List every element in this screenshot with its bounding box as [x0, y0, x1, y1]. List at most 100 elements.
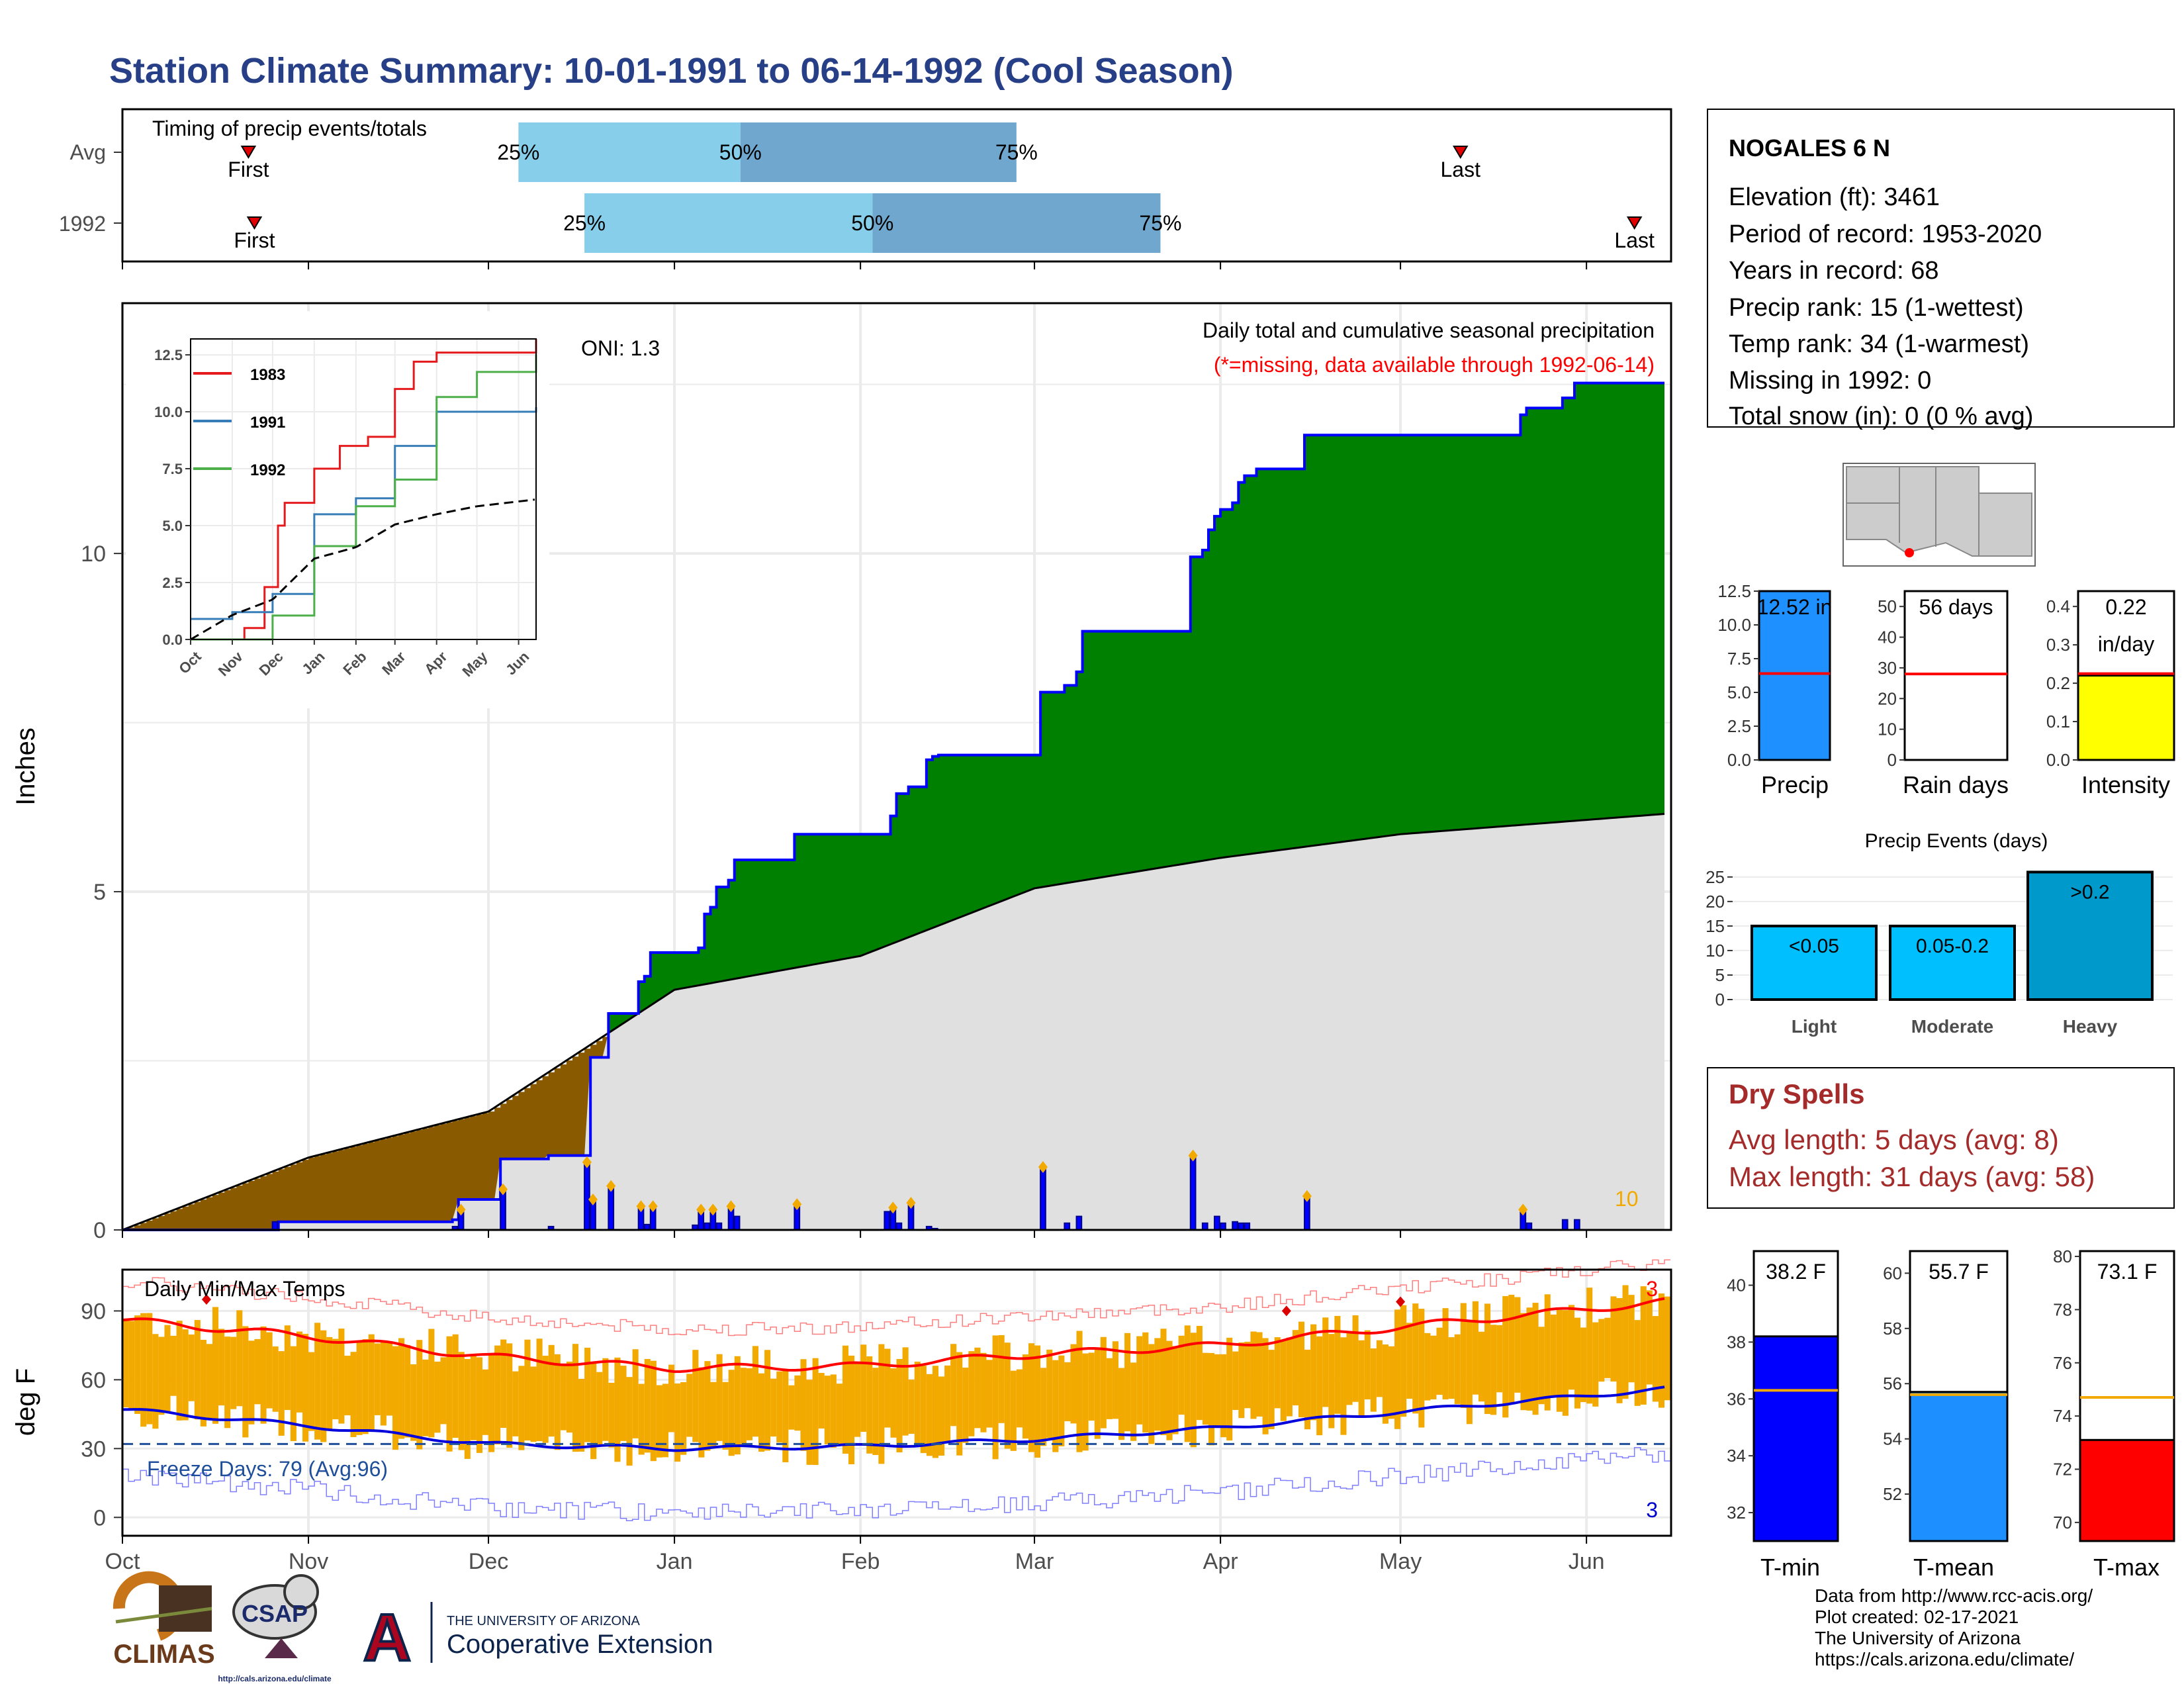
- temp-bar-ytick-label: 54: [1883, 1429, 1902, 1449]
- season-value-label: 56 days: [1919, 595, 1993, 619]
- temp-bar-ytick-label: 74: [2053, 1406, 2072, 1426]
- month-label: Nov: [289, 1549, 328, 1574]
- season-ytick-label: 7.5: [1727, 649, 1751, 669]
- dry-spells-title: Dry Spells: [1729, 1078, 1864, 1109]
- daily-precip-bar: [1040, 1166, 1046, 1231]
- daily-temp-bar: [1622, 1285, 1629, 1399]
- daily-temp-bar: [1652, 1316, 1659, 1402]
- daily-temp-bar: [1022, 1354, 1028, 1439]
- daily-temp-bar: [1052, 1360, 1059, 1452]
- daily-precip-bar: [608, 1185, 615, 1231]
- temp-bar-ytick-label: 58: [1883, 1319, 1902, 1338]
- tmean-bar-label: T-mean: [1913, 1554, 1994, 1581]
- daily-temp-bar: [698, 1367, 705, 1458]
- daily-temp-bar: [1298, 1321, 1305, 1418]
- daily-temp-bar: [464, 1358, 471, 1459]
- daily-precip-marker: [792, 1198, 802, 1211]
- footer-line: https://cals.arizona.edu/climate/: [1815, 1649, 2074, 1669]
- station-line: Missing in 1992: 0: [1729, 367, 1931, 395]
- month-label: May: [1379, 1549, 1422, 1574]
- season-value-bar: [1758, 590, 1831, 761]
- daily-temp-bar: [578, 1378, 585, 1452]
- main-precip-panel: 0 5 10 Inches ONI: 1.3 Daily total and cum…: [11, 302, 1672, 1243]
- daily-temp-bar: [746, 1368, 752, 1440]
- daily-temp-bar: [542, 1356, 549, 1443]
- daily-temp-bar: [1370, 1348, 1377, 1412]
- daily-precip-bar: [895, 1222, 903, 1231]
- dry-spells-max: Max length: 31 days (avg: 58): [1729, 1161, 2095, 1192]
- daily-temp-bar: [788, 1385, 795, 1430]
- temp-value-bar: [2079, 1438, 2175, 1542]
- daily-temp-bar: [1538, 1327, 1545, 1405]
- daily-temp-bar: [704, 1361, 711, 1451]
- month-label: Apr: [1203, 1549, 1238, 1574]
- temp-bar-ytick-label: 56: [1883, 1374, 1902, 1393]
- daily-temp-bar: [1334, 1315, 1341, 1414]
- daily-temp-bar: [1430, 1335, 1437, 1399]
- daily-temp-bar: [608, 1382, 615, 1448]
- daily-temp-bar: [662, 1383, 669, 1458]
- daily-temp-bar: [128, 1321, 135, 1410]
- daily-temp-bar: [1364, 1330, 1371, 1399]
- station-info: NOGALES 6 N Elevation (ft): 3461 Period …: [1707, 109, 2175, 430]
- daily-temp-bar: [1520, 1313, 1527, 1411]
- daily-temp-bar: [1388, 1346, 1395, 1419]
- daily-temp-bar: [560, 1364, 567, 1430]
- timing-p75-label: 75%: [995, 140, 1038, 164]
- daily-temp-bar: [548, 1344, 555, 1437]
- daily-temp-bar: [428, 1329, 435, 1438]
- daily-temp-bar: [620, 1366, 627, 1441]
- temp-value-bar: [1909, 1391, 2009, 1542]
- daily-temp-bar: [770, 1378, 777, 1437]
- daily-temp-bar: [734, 1356, 741, 1455]
- temp-bar-ytick-label: 72: [2053, 1460, 2072, 1479]
- daily-temp-bar: [524, 1339, 531, 1441]
- daily-temp-bar: [1628, 1295, 1635, 1383]
- daily-temp-bar: [1484, 1303, 1491, 1415]
- main-ytick-label: 5: [93, 880, 106, 905]
- events-ytick-label: 5: [1715, 965, 1725, 985]
- daily-temp-bar: [1316, 1336, 1323, 1436]
- daily-temp-bar: [260, 1326, 267, 1424]
- daily-temp-bar: [1238, 1342, 1245, 1419]
- temp-value-label: 55.7 F: [1929, 1260, 1989, 1284]
- daily-temp-bar: [488, 1353, 495, 1452]
- daily-temp-bar: [1124, 1333, 1131, 1432]
- daily-precip-marker: [1302, 1190, 1312, 1202]
- daily-precip-marker: [888, 1201, 898, 1214]
- ua-name: THE UNIVERSITY OF ARIZONA: [447, 1614, 641, 1628]
- events-ytick-label: 10: [1706, 941, 1725, 961]
- daily-temp-bar: [776, 1371, 783, 1443]
- daily-temp-bar: [374, 1343, 381, 1415]
- main-ytick-label: 0: [93, 1218, 106, 1243]
- daily-temp-bar: [920, 1366, 927, 1454]
- csap-logo: CSAP http://cals.arizona.edu/climate: [218, 1574, 332, 1683]
- daily-temp-bar: [1178, 1335, 1185, 1415]
- timing-first-marker: [240, 146, 257, 159]
- event-category-label: Heavy: [2063, 1016, 2118, 1037]
- daily-temp-bar: [1070, 1344, 1077, 1424]
- daily-temp-bar: [164, 1325, 171, 1412]
- page-title: Station Climate Summary: 10-01-1991 to 0…: [109, 51, 1234, 91]
- daily-temp-bar: [860, 1344, 867, 1432]
- daily-temp-bar: [692, 1350, 699, 1442]
- above-average-area: [608, 383, 1665, 1033]
- daily-temp-bar: [1142, 1332, 1149, 1433]
- daily-temp-bar: [1400, 1305, 1407, 1417]
- daily-temp-bar: [674, 1383, 681, 1462]
- daily-temp-bar: [434, 1361, 441, 1433]
- daily-temp-bar: [1214, 1354, 1221, 1427]
- daily-temp-bar: [1328, 1334, 1335, 1429]
- daily-temp-bar: [1148, 1344, 1155, 1444]
- daily-precip-marker: [636, 1200, 646, 1213]
- daily-temp-bar: [1106, 1358, 1113, 1419]
- daily-temp-bar: [1040, 1368, 1047, 1446]
- daily-temp-bar: [1448, 1337, 1455, 1399]
- station-line: Total snow (in): 0 (0 % avg): [1729, 402, 2033, 430]
- daily-temp-bar: [416, 1340, 423, 1450]
- daily-temp-bar: [812, 1358, 819, 1466]
- temp-bar-ytick-label: 40: [1727, 1276, 1746, 1295]
- daily-precip-bar: [1561, 1219, 1569, 1231]
- daily-temp-bar: [1604, 1317, 1611, 1378]
- season-ytick-label: 12.5: [1717, 581, 1751, 601]
